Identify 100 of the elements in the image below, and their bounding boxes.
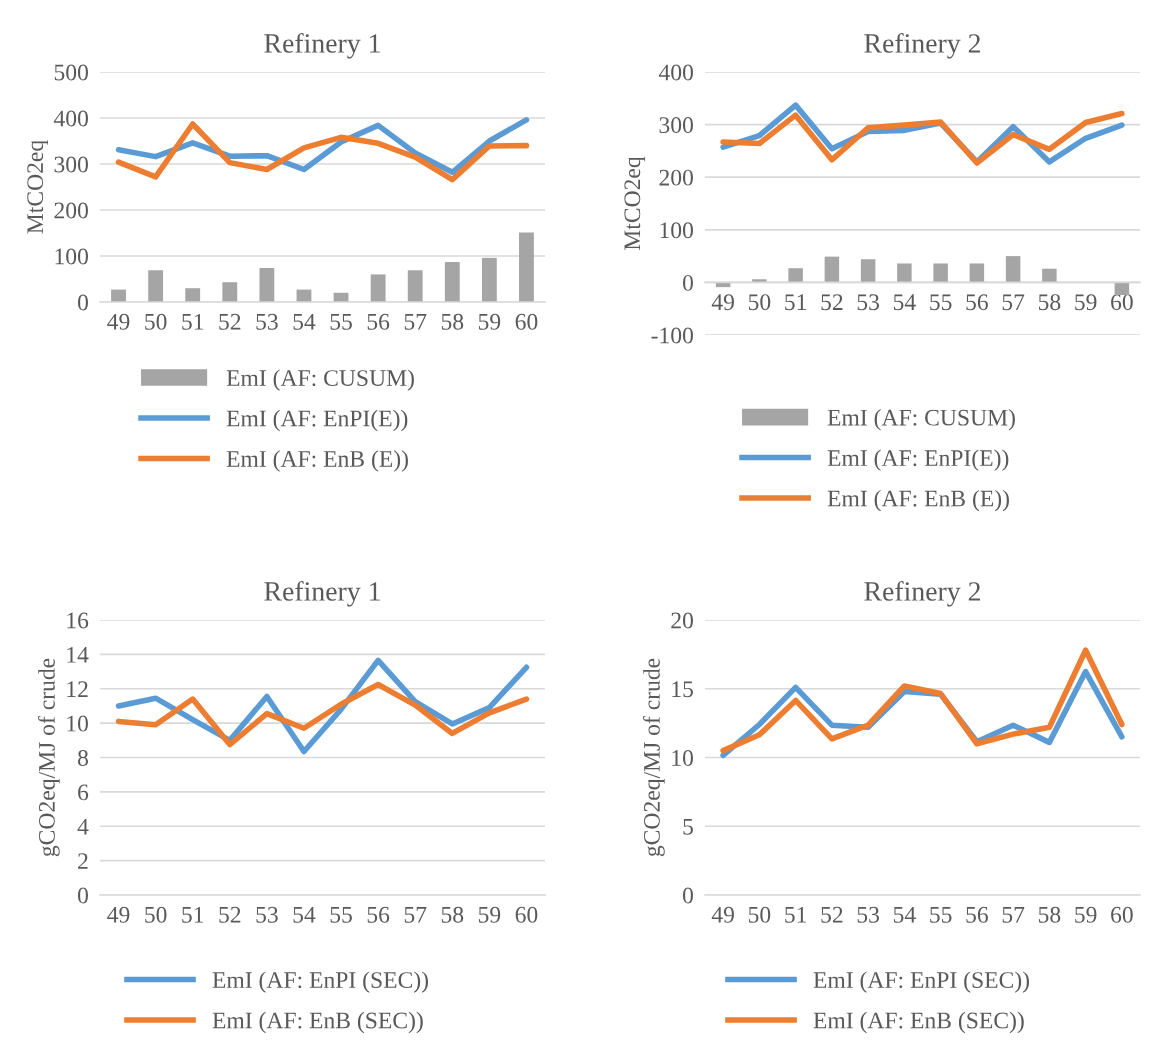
x-tick-label: 54 <box>293 906 316 923</box>
bar <box>1042 268 1057 283</box>
bar <box>1005 256 1021 283</box>
legend-label: EmI (AF: EnPI(E)) <box>226 409 408 432</box>
x-tick-label: 50 <box>748 906 771 923</box>
y-tick-label: 100 <box>660 222 693 239</box>
chart-title: Refinery 2 <box>864 33 980 59</box>
x-tick-label: 52 <box>821 906 843 923</box>
x-tick-label: 49 <box>711 294 734 311</box>
bar <box>481 257 497 302</box>
x-tick-label: 59 <box>478 906 501 923</box>
x-tick-label: 49 <box>711 906 734 923</box>
bar <box>259 267 275 302</box>
x-tick-label: 51 <box>785 294 807 311</box>
x-tick-label: 58 <box>1038 294 1061 311</box>
x-tick-label: 60 <box>515 313 538 330</box>
y-tick-label: 20 <box>671 612 693 629</box>
bar <box>897 263 912 283</box>
x-tick-label: 55 <box>330 314 352 330</box>
legend-label: EmI (AF: EnPI(E)) <box>827 449 1009 471</box>
y-tick-label: 200 <box>54 202 88 219</box>
bar <box>1114 282 1130 296</box>
x-tick-label: 53 <box>857 906 880 923</box>
legend-label: EmI (AF: EnB (SEC)) <box>212 1011 423 1034</box>
y-tick-label: 500 <box>54 64 88 81</box>
y-tick-label: 200 <box>659 169 693 186</box>
y-tick-label: 16 <box>67 612 89 629</box>
legend-label: EmI (AF: CUSUM) <box>827 408 1015 431</box>
bar <box>370 274 386 302</box>
legend-label: EmI (AF: EnB (E)) <box>827 489 1009 512</box>
bar <box>222 282 238 302</box>
bar <box>824 256 840 283</box>
bar <box>860 259 876 283</box>
x-tick-label: 57 <box>1002 907 1025 923</box>
x-tick-label: 53 <box>256 313 278 330</box>
legend-label: EmI (AF: EnPI (SEC)) <box>212 971 429 993</box>
x-tick-label: 56 <box>966 906 988 923</box>
chart-title: Refinery 2 <box>864 581 980 607</box>
x-tick-label: 53 <box>256 906 278 923</box>
bar <box>752 279 767 283</box>
y-axis-title: MtCO2eq <box>624 156 646 251</box>
bar <box>519 232 534 302</box>
bar <box>444 261 460 302</box>
x-tick-label: 56 <box>367 313 390 330</box>
bar <box>969 263 985 283</box>
y-tick-label: 0 <box>77 294 88 311</box>
bar <box>788 268 803 283</box>
x-tick-label: 52 <box>219 313 241 330</box>
y-tick-label: 5 <box>683 818 693 835</box>
x-tick-label: 55 <box>930 907 952 923</box>
y-tick-label: 15 <box>672 681 693 698</box>
chart-title: Refinery 1 <box>264 33 380 59</box>
x-tick-label: 58 <box>441 906 464 923</box>
y-axis-title: gCO2eq/MJ of crude <box>38 658 60 857</box>
x-tick-label: 53 <box>857 294 880 311</box>
legend-label: EmI (AF: EnPI (SEC)) <box>813 971 1030 993</box>
y-tick-label: -100 <box>651 327 693 344</box>
x-tick-label: 51 <box>182 313 204 330</box>
x-tick-label: 59 <box>1075 906 1097 923</box>
chart-title: Refinery 1 <box>264 581 380 607</box>
x-tick-label: 56 <box>966 294 988 311</box>
y-tick-label: 6 <box>78 784 89 801</box>
y-axis-title: gCO2eq/MJ of crude <box>643 658 665 857</box>
y-tick-label: 0 <box>682 274 693 291</box>
x-tick-label: 57 <box>404 314 427 330</box>
legend-label: EmI (AF: EnB (SEC)) <box>813 1011 1024 1034</box>
x-tick-label: 59 <box>478 313 501 330</box>
x-tick-label: 52 <box>219 906 241 923</box>
x-tick-label: 51 <box>785 906 807 923</box>
y-tick-label: 0 <box>682 887 693 904</box>
bar <box>185 288 201 302</box>
x-tick-label: 50 <box>145 906 167 923</box>
legend-label: EmI (AF: CUSUM) <box>226 369 414 391</box>
x-tick-label: 57 <box>404 907 427 923</box>
y-tick-label: 8 <box>77 749 88 766</box>
x-tick-label: 54 <box>893 294 916 311</box>
x-tick-label: 49 <box>107 906 130 923</box>
x-tick-label: 59 <box>1075 294 1097 311</box>
y-tick-label: 10 <box>67 715 88 732</box>
x-tick-label: 50 <box>748 294 771 311</box>
x-tick-label: 60 <box>1111 294 1133 311</box>
y-tick-label: 12 <box>67 681 88 697</box>
bar <box>148 270 164 302</box>
legend-label: EmI (AF: EnB (E)) <box>226 450 408 472</box>
x-tick-label: 55 <box>330 907 352 923</box>
x-tick-label: 58 <box>1038 906 1061 923</box>
y-tick-label: 400 <box>658 64 693 81</box>
x-tick-label: 55 <box>930 294 952 311</box>
y-tick-label: 300 <box>659 117 693 134</box>
x-tick-label: 51 <box>182 906 204 923</box>
x-tick-label: 54 <box>893 906 916 923</box>
y-axis-title: MtCO2eq <box>27 140 48 234</box>
x-tick-label: 49 <box>107 313 130 330</box>
y-tick-label: 0 <box>77 887 88 904</box>
y-tick-label: 10 <box>672 749 693 766</box>
x-tick-label: 60 <box>515 906 538 923</box>
x-tick-label: 58 <box>441 313 464 330</box>
y-tick-label: 400 <box>53 110 88 127</box>
x-tick-label: 54 <box>293 313 316 330</box>
x-tick-label: 57 <box>1002 294 1025 311</box>
